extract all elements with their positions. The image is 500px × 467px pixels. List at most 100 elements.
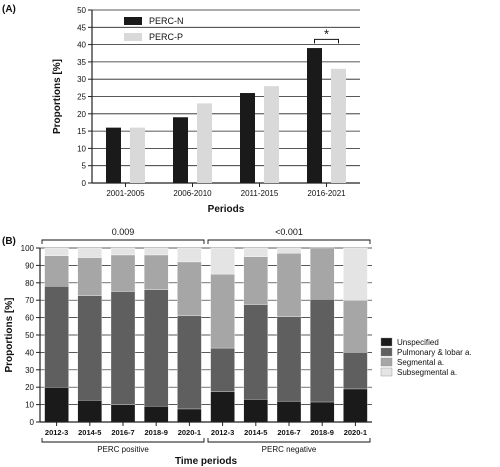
bar-segment [343, 247, 368, 301]
bar-segment [243, 247, 268, 257]
y-axis-title: Proportions [%] [52, 59, 63, 134]
bar [307, 48, 322, 184]
y-tick-label: 30 [77, 75, 86, 84]
x-tick-label: 2018-9 [311, 428, 334, 437]
bar-segment [210, 273, 235, 349]
y-tick-label: 30 [25, 366, 34, 375]
bar-segment [310, 247, 335, 300]
group-label: PERC negative [262, 445, 317, 454]
bar-segment [310, 401, 335, 423]
panel-a-label: (A) [2, 4, 16, 15]
p-value-label: <0.001 [275, 227, 303, 237]
x-tick-label: 2020-1 [344, 428, 367, 437]
bar [106, 127, 121, 183]
y-axis-title: Proportions [%] [4, 298, 15, 373]
bar-segment [44, 255, 69, 287]
bar-segment [210, 247, 235, 275]
y-tick-label: 10 [25, 401, 34, 410]
x-tick-label: 2014-5 [78, 428, 101, 437]
x-tick-label: 2006-2010 [173, 189, 212, 198]
y-tick-label: 50 [25, 331, 34, 340]
bar [197, 103, 212, 183]
significance-marker: * [324, 26, 329, 41]
bar-segment [310, 299, 335, 403]
legend-swatch [380, 337, 393, 347]
bar-segment [44, 286, 69, 388]
bar-segment [210, 391, 235, 423]
y-tick-label: 35 [77, 58, 86, 67]
x-tick-label: 2016-2021 [307, 189, 346, 198]
group-bracket [41, 438, 205, 443]
x-tick-label: 2020-1 [178, 428, 201, 437]
bar-segment [210, 347, 235, 392]
legend-label: PERC-P [149, 32, 183, 42]
group-bracket [207, 438, 371, 443]
p-value-label: 0.009 [112, 227, 135, 237]
y-tick-label: 100 [21, 244, 35, 253]
y-tick-label: 10 [77, 144, 86, 153]
bar-segment [343, 300, 368, 353]
bar [331, 68, 346, 183]
y-tick-label: 60 [25, 314, 34, 323]
x-tick-label: 2001-2005 [106, 189, 145, 198]
chart-a: 0 5 10 15 20 25 30 35 40 45 50 2001-2005 2006-2010 20… [52, 6, 360, 215]
bar-segment [77, 247, 102, 258]
legend-label: Subsegmental a. [397, 368, 457, 377]
bar-segment [276, 247, 302, 254]
bar-segment [177, 408, 202, 423]
bar-segment [276, 253, 302, 317]
bar-segment [110, 247, 136, 256]
y-tick-label: 40 [77, 41, 86, 50]
chart-b: 0 10 20 30 40 50 60 70 80 90 100 2012-3 2014-5 2016-7… [4, 227, 472, 467]
x-axis-title: Time periods [175, 456, 237, 467]
bar-segment [177, 315, 202, 410]
bar-segment [77, 400, 102, 423]
y-tick-label: 25 [77, 93, 86, 102]
bar-segment [343, 352, 368, 390]
y-tick-label: 0 [82, 179, 87, 188]
x-tick-label: 2016-7 [111, 428, 134, 437]
bar [173, 117, 188, 183]
x-tick-label: 2011-2015 [241, 189, 279, 198]
significance-bracket [314, 38, 339, 44]
bar-segment [144, 406, 169, 423]
bar-segment [144, 247, 169, 256]
y-tick-label: 70 [25, 296, 34, 305]
legend-swatch [124, 33, 142, 41]
y-tick-label: 90 [25, 261, 34, 270]
legend-label: Segmental a. [397, 358, 444, 367]
y-tick-label: 80 [25, 279, 34, 288]
bar-segment [77, 295, 102, 401]
bar-segment [77, 257, 102, 297]
group-label: PERC positive [97, 445, 149, 454]
y-tick-label: 15 [77, 127, 86, 136]
legend-swatch [380, 367, 393, 377]
bar-segment [243, 256, 268, 305]
y-tick-label: 50 [77, 6, 86, 15]
bar [264, 86, 279, 183]
x-axis-title: Periods [208, 204, 245, 215]
bar-segment [177, 247, 202, 263]
y-tick-label: 0 [30, 418, 35, 427]
bar-segment [276, 400, 302, 423]
y-tick-label: 20 [25, 383, 34, 392]
bar-segment [177, 261, 202, 317]
bar [240, 93, 255, 183]
bar-segment [276, 316, 302, 402]
y-tick-label: 40 [25, 348, 34, 357]
legend-swatch [124, 17, 142, 25]
p-value-bracket [41, 239, 205, 244]
legend-label: PERC-N [149, 16, 184, 26]
bar-segment [343, 388, 368, 423]
p-value-bracket [207, 239, 371, 244]
y-tick-label: 5 [82, 162, 87, 171]
y-tick-label: 45 [77, 23, 86, 32]
legend-swatch [380, 357, 393, 367]
bar-segment [110, 254, 136, 292]
x-tick-label: 2016-7 [277, 428, 300, 437]
bar-segment [110, 291, 136, 405]
bar-segment [44, 247, 69, 256]
bar-segment [243, 399, 268, 423]
